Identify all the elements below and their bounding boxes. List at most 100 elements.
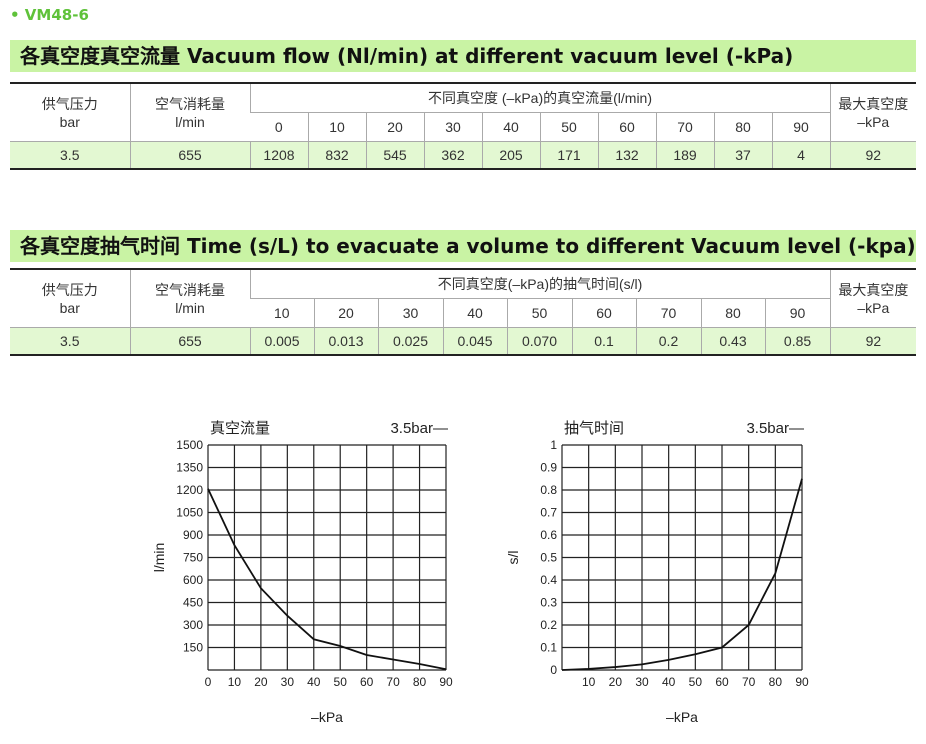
x-tick-label: 80 — [413, 675, 427, 689]
levels-row: 0 10 20 30 40 50 60 70 80 90 — [10, 112, 916, 142]
level-cell: 90 — [764, 298, 831, 328]
x-axis-label: –kPa — [311, 709, 343, 725]
levels-row: 10 20 30 40 50 60 70 80 90 — [10, 298, 916, 328]
x-axis-label: –kPa — [666, 709, 698, 725]
y-tick-label: 1200 — [176, 483, 203, 497]
level-cell: 40 — [481, 112, 540, 142]
pressure-header: 供气压力 bar — [41, 281, 98, 316]
consumption-header: 空气消耗量 l/min — [129, 269, 250, 328]
level-cell: 80 — [713, 112, 772, 142]
level-cell: 60 — [571, 298, 636, 328]
y-axis-label: l/min — [151, 543, 167, 573]
chart-title: 抽气时间 — [564, 420, 624, 437]
value-cell: 4 — [771, 141, 831, 169]
value-cell: 0.2 — [635, 327, 701, 355]
y-tick-label: 900 — [183, 528, 203, 542]
x-tick-label: 70 — [386, 675, 400, 689]
y-tick-label: 0.3 — [540, 596, 557, 610]
y-tick-label: 1500 — [176, 438, 203, 452]
y-tick-label: 300 — [183, 618, 203, 632]
legend-entry: 3.5bar— — [390, 420, 448, 437]
y-tick-label: 1350 — [176, 461, 203, 475]
x-tick-label: 50 — [689, 675, 703, 689]
y-tick-label: 0.6 — [540, 528, 557, 542]
series-line — [207, 488, 447, 671]
x-tick-label: 80 — [769, 675, 783, 689]
y-tick-label: 0.1 — [540, 641, 557, 655]
level-cell: 10 — [307, 112, 366, 142]
level-cell: 80 — [700, 298, 765, 328]
max-vacuum-header: 最大真空度 –kPa — [829, 83, 917, 142]
evacuation-time-chart: 0 0.1 0.2 0.3 0.4 0.5 0.6 0.7 0.8 0.9 1 10 20 30 40 50 6… — [505, 420, 809, 725]
value-cell: 0.85 — [764, 327, 831, 355]
value-cell: 205 — [481, 141, 540, 169]
level-cell: 30 — [377, 298, 443, 328]
series-line — [561, 478, 803, 671]
level-cell: 20 — [313, 298, 378, 328]
max-vacuum-header: 最大真空度 –kPa — [829, 269, 917, 328]
level-cell: 70 — [635, 298, 701, 328]
max-cell: 92 — [829, 327, 917, 355]
y-tick-label: 1 — [550, 438, 557, 452]
pressure-cell: 3.5 — [10, 141, 130, 169]
x-tick-label: 30 — [635, 675, 649, 689]
pressure-cell: 3.5 — [10, 327, 130, 355]
x-tick-label: 90 — [795, 675, 809, 689]
x-tick-label: 40 — [662, 675, 676, 689]
chart-title: 真空流量 — [210, 419, 270, 437]
y-tick-label: 0.8 — [540, 483, 557, 497]
x-tick-label: 10 — [228, 675, 242, 689]
level-cell: 50 — [539, 112, 598, 142]
value-cell: 132 — [597, 141, 656, 169]
level-cell: 20 — [365, 112, 424, 142]
consumption-cell: 655 — [129, 141, 250, 169]
level-cell: 70 — [655, 112, 714, 142]
consumption-header: 空气消耗量 l/min — [129, 83, 250, 142]
table2-title: 各真空度抽气时间 Time (s/L) to evacuate a volume… — [10, 230, 916, 262]
level-cell: 50 — [506, 298, 572, 328]
value-cell: 0.025 — [377, 327, 443, 355]
pressure-header: 供气压力 bar — [41, 95, 98, 130]
table-row: 3.5 655 0.005 0.013 0.025 0.045 0.070 0.… — [10, 327, 917, 355]
level-cell: 90 — [771, 112, 831, 142]
value-cell: 37 — [713, 141, 772, 169]
value-cell: 171 — [539, 141, 598, 169]
legend-entry: 3.5bar— — [746, 420, 804, 437]
value-cell: 0.070 — [506, 327, 572, 355]
y-tick-label: 0.4 — [540, 573, 557, 587]
value-cell: 189 — [655, 141, 714, 169]
level-cell: 10 — [250, 298, 314, 328]
table1-title: 各真空度真空流量 Vacuum flow (Nl/min) at differe… — [10, 40, 916, 72]
value-cell: 0.013 — [313, 327, 378, 355]
x-tick-label: 70 — [742, 675, 756, 689]
level-cell: 30 — [423, 112, 482, 142]
vacuum-flow-table: 供气压力 bar 空气消耗量 l/min 不同真空度 (–kPa)的真空流量(l/m… — [10, 82, 917, 170]
table-row: 3.5 655 1208 832 545 362 205 171 132 189… — [10, 141, 917, 169]
y-tick-label: 0.5 — [540, 551, 557, 565]
y-tick-label: 0.7 — [540, 506, 557, 520]
x-tick-label: 10 — [582, 675, 596, 689]
y-tick-label: 1050 — [176, 506, 203, 520]
level-cell: 40 — [442, 298, 507, 328]
x-tick-label: 0 — [205, 675, 212, 689]
x-tick-label: 20 — [254, 675, 268, 689]
y-tick-label: 0.9 — [540, 461, 557, 475]
consumption-cell: 655 — [129, 327, 250, 355]
x-tick-label: 20 — [609, 675, 623, 689]
level-cell: 60 — [597, 112, 656, 142]
group-header: 不同真空度 (–kPa)的真空流量(l/min) — [249, 83, 831, 113]
value-cell: 362 — [423, 141, 482, 169]
evacuation-time-table: 供气压力 bar 空气消耗量 l/min 不同真空度(–kPa)的抽气时间(s/l)… — [10, 268, 917, 356]
y-tick-label: 450 — [183, 596, 203, 610]
value-cell: 0.005 — [249, 327, 314, 355]
value-cell: 832 — [307, 141, 366, 169]
x-tick-label: 60 — [360, 675, 374, 689]
level-cell: 0 — [250, 112, 308, 142]
y-tick-label: 0.2 — [540, 618, 557, 632]
x-tick-label: 60 — [715, 675, 729, 689]
value-cell: 0.43 — [700, 327, 765, 355]
x-tick-label: 40 — [307, 675, 321, 689]
y-tick-label: 750 — [183, 551, 203, 565]
y-tick-label: 0 — [550, 663, 557, 677]
y-tick-label: 600 — [183, 573, 203, 587]
